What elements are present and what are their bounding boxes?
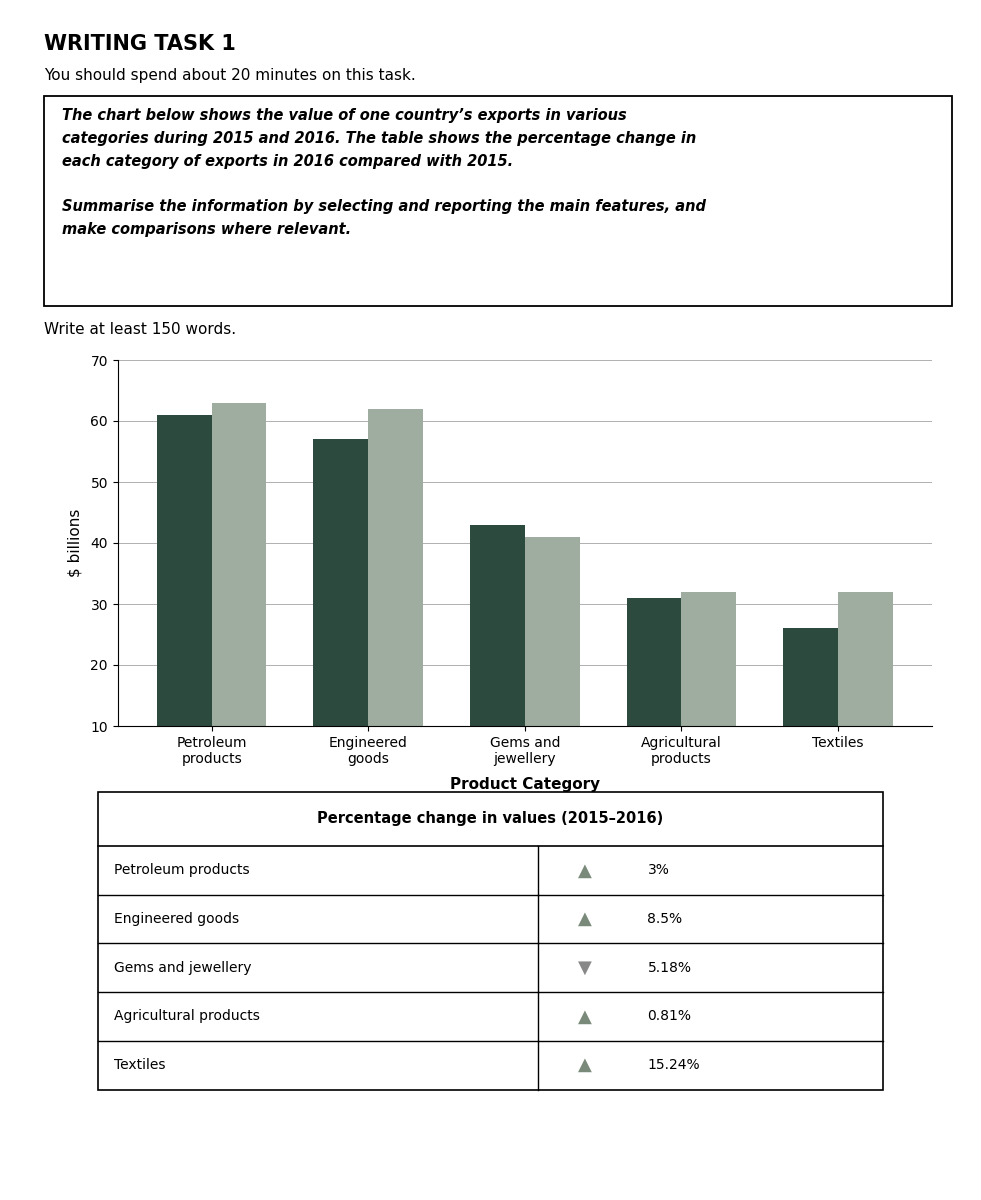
Bar	[98, 792, 883, 1090]
Text: Textiles: Textiles	[114, 1058, 165, 1072]
Bar	[470, 524, 525, 787]
Text: WRITING TASK 1: WRITING TASK 1	[44, 34, 236, 54]
Bar	[314, 439, 368, 787]
Text: ▲: ▲	[578, 1056, 592, 1074]
Text: Percentage change in values (2015–2016): Percentage change in values (2015–2016)	[318, 811, 663, 827]
Bar	[627, 598, 682, 787]
Bar	[368, 409, 423, 787]
Text: 0.81%: 0.81%	[647, 1009, 692, 1024]
Text: Write at least 150 words.: Write at least 150 words.	[44, 322, 236, 336]
Text: You should spend about 20 minutes on this task.: You should spend about 20 minutes on thi…	[44, 68, 416, 84]
Title: Export Earnings (2015–2016): Export Earnings (2015–2016)	[379, 283, 671, 301]
Text: 3%: 3%	[647, 863, 669, 877]
Text: 5.18%: 5.18%	[647, 961, 692, 974]
Bar	[525, 536, 580, 787]
Text: 15.24%: 15.24%	[647, 1058, 700, 1072]
Bar	[682, 592, 736, 787]
X-axis label: Product Category: Product Category	[449, 778, 600, 792]
Text: Petroleum products: Petroleum products	[114, 863, 249, 877]
Bar	[212, 403, 267, 787]
Bar	[838, 592, 893, 787]
Text: ▲: ▲	[578, 862, 592, 880]
Y-axis label: $ billions: $ billions	[67, 509, 82, 577]
Text: ▲: ▲	[578, 910, 592, 928]
Text: ▲: ▲	[578, 1008, 592, 1026]
Text: Engineered goods: Engineered goods	[114, 912, 239, 926]
Legend: 2015, 2016: 2015, 2016	[432, 265, 618, 300]
Text: Agricultural products: Agricultural products	[114, 1009, 260, 1024]
Text: ▼: ▼	[578, 959, 592, 977]
Text: Gems and jewellery: Gems and jewellery	[114, 961, 251, 974]
Bar	[157, 415, 212, 787]
Text: 8.5%: 8.5%	[647, 912, 683, 926]
Text: The chart below shows the value of one country’s exports in various
categories d: The chart below shows the value of one c…	[62, 108, 705, 236]
Bar	[783, 629, 838, 787]
